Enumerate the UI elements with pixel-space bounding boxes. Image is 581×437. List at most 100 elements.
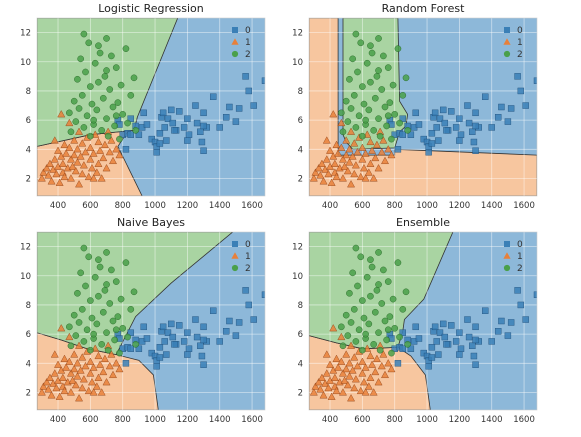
x-tick-label: 600 (82, 415, 98, 425)
point-class-0 (533, 291, 537, 298)
point-class-0 (216, 338, 223, 345)
point-class-0 (428, 140, 436, 147)
point-class-0 (399, 115, 406, 122)
point-class-0 (185, 345, 193, 352)
x-tick-label: 1200 (449, 415, 471, 425)
point-class-0 (161, 124, 168, 131)
point-class-0 (216, 124, 223, 131)
point-class-2 (342, 97, 350, 105)
point-class-2 (399, 306, 407, 313)
point-class-2 (116, 349, 123, 357)
point-class-1 (100, 140, 109, 148)
point-class-0 (448, 108, 455, 115)
point-class-2 (87, 83, 94, 90)
point-class-1 (351, 375, 360, 383)
point-class-1 (67, 388, 75, 396)
point-class-0 (504, 118, 512, 125)
point-class-1 (50, 136, 59, 144)
point-class-1 (343, 166, 352, 175)
point-class-0 (171, 341, 178, 348)
point-class-2 (402, 288, 410, 296)
point-class-1 (351, 161, 360, 169)
point-class-1 (68, 162, 77, 170)
x-tick-label: 400 (322, 415, 338, 425)
point-class-0 (425, 363, 432, 370)
point-class-0 (226, 103, 233, 111)
y-tick-label: 8 (26, 301, 31, 311)
point-class-1 (102, 378, 111, 386)
point-class-1 (67, 369, 75, 377)
point-class-1 (99, 153, 108, 162)
x-tick-label: 1400 (481, 201, 503, 211)
point-class-2 (362, 116, 369, 124)
point-class-2 (127, 306, 135, 313)
point-class-2 (376, 132, 384, 140)
point-class-1 (75, 394, 83, 402)
y-tick-label: 4 (26, 145, 31, 155)
point-class-2 (124, 119, 131, 127)
y-tick-label: 10 (20, 58, 31, 68)
point-class-1 (73, 145, 82, 153)
point-class-1 (358, 369, 367, 377)
point-class-1 (319, 177, 328, 185)
point-class-1 (50, 155, 59, 163)
plot-frame (36, 17, 266, 197)
point-class-1 (324, 383, 333, 392)
point-class-0 (415, 335, 423, 342)
point-class-0 (250, 102, 257, 109)
point-class-1 (109, 370, 117, 378)
legend-label: 1 (245, 252, 251, 262)
point-class-1 (89, 149, 98, 157)
point-class-0 (452, 338, 460, 345)
point-class-2 (109, 103, 117, 111)
legend-label: 0 (245, 240, 251, 250)
point-class-0 (431, 109, 439, 117)
subplot-title: Ensemble (396, 216, 450, 229)
point-class-2 (359, 346, 366, 354)
x-tick-label: 800 (387, 415, 403, 425)
x-tick-label: 600 (354, 201, 370, 211)
point-class-1 (347, 127, 355, 135)
point-class-1 (371, 153, 380, 162)
point-class-1 (332, 172, 341, 181)
point-class-1 (326, 146, 334, 154)
point-class-0 (488, 338, 495, 345)
y-tick-label: 4 (298, 145, 303, 155)
point-class-1 (366, 351, 375, 360)
point-class-1 (339, 174, 347, 182)
point-class-1 (340, 376, 349, 384)
point-class-1 (70, 136, 79, 144)
point-class-1 (348, 152, 357, 160)
point-class-2 (354, 68, 361, 76)
point-class-1 (81, 148, 90, 156)
legend-marker-0 (232, 241, 238, 247)
point-class-0 (464, 102, 471, 109)
point-class-2 (338, 109, 345, 117)
point-class-1 (340, 162, 349, 170)
point-class-2 (388, 349, 395, 357)
point-class-2 (103, 35, 110, 42)
point-class-2 (384, 278, 392, 285)
point-class-0 (153, 363, 160, 370)
point-class-1 (358, 357, 367, 365)
point-class-2 (80, 338, 88, 345)
point-class-1 (112, 359, 121, 367)
point-class-0 (470, 352, 478, 360)
point-class-0 (176, 108, 183, 115)
point-class-1 (96, 146, 105, 154)
point-class-2 (375, 35, 382, 42)
point-class-1 (65, 357, 74, 365)
point-class-0 (399, 345, 406, 352)
point-class-0 (242, 287, 249, 294)
point-class-1 (342, 364, 351, 373)
point-class-2 (381, 317, 389, 325)
point-class-1 (75, 180, 83, 188)
point-class-0 (431, 323, 439, 331)
legend-marker-1 (231, 252, 239, 259)
point-class-0 (156, 354, 164, 361)
point-class-2 (98, 127, 105, 134)
point-class-2 (85, 253, 93, 261)
point-class-1 (374, 378, 383, 386)
point-class-1 (102, 164, 111, 172)
point-class-2 (112, 64, 120, 71)
